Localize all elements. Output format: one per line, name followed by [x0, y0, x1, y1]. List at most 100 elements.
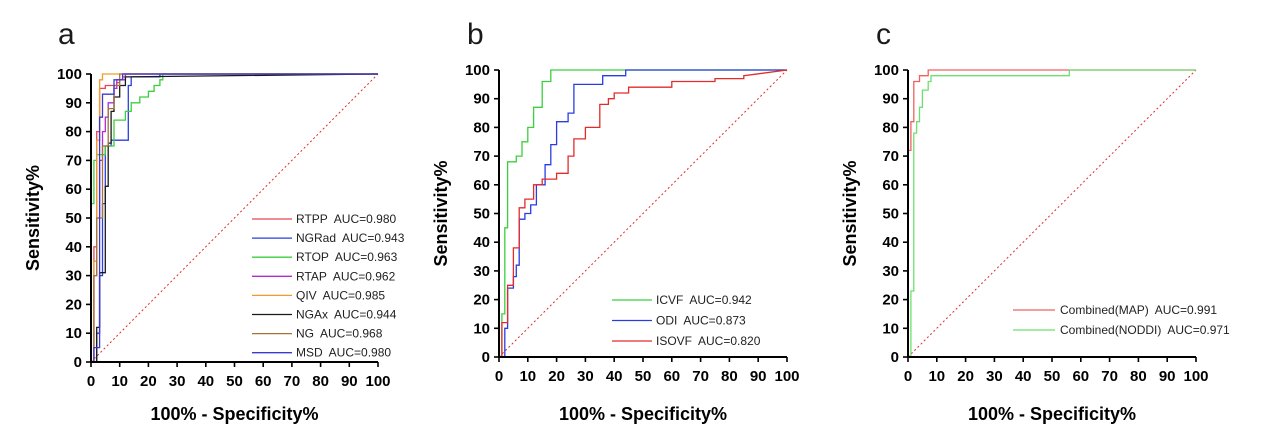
y-tick-label: 30 — [882, 263, 899, 280]
reference-diagonal-line — [907, 69, 1197, 358]
legend: ICVF AUC=0.942 ODI AUC=0.873 ISOVF AUC=0.820 — [612, 293, 761, 348]
legend-series-name: ODI — [656, 314, 677, 328]
y-tick-label: 40 — [882, 234, 899, 251]
x-tick-label: 20 — [140, 373, 157, 390]
x-tick-label: 60 — [663, 368, 680, 385]
y-tick-label: 70 — [882, 148, 899, 165]
roc-curve-msd — [91, 73, 378, 363]
roc-curve-odi — [499, 69, 787, 358]
x-tick-label: 40 — [1015, 368, 1032, 385]
legend-series-name: NGRad — [296, 231, 336, 245]
y-tick-label: 60 — [473, 177, 490, 194]
x-tick-label: 70 — [692, 368, 709, 385]
y-tick-label: 90 — [65, 95, 82, 112]
y-tick-label: 30 — [473, 263, 490, 280]
x-tick-label: 80 — [721, 368, 738, 385]
y-tick-label: 50 — [65, 210, 82, 227]
y-tick-label: 10 — [65, 325, 82, 342]
y-tick-label: 10 — [473, 320, 490, 337]
x-tick-label: 30 — [577, 368, 594, 385]
x-tick-label: 90 — [750, 368, 767, 385]
legend: RTPP AUC=0.980 NGRad AUC=0.943 RTOP AUC=0.963… — [252, 212, 405, 360]
x-tick-label: 50 — [1044, 368, 1061, 385]
x-tick-label: 100 — [774, 368, 799, 385]
x-tick-label: 40 — [606, 368, 623, 385]
legend-series-name: QIV — [296, 288, 317, 302]
legend-auc-value: AUC=0.980 — [334, 212, 397, 226]
reference-diagonal-line — [90, 73, 379, 363]
y-tick-label: 70 — [65, 152, 82, 169]
x-tick-label: 30 — [986, 368, 1003, 385]
roc-panel-b: b 0 10 20 30 40 50 60 70 80 90 100 0 10 20 30 40 50 60 70 80… — [431, 18, 800, 424]
legend-series-name: Combined(NODDI) — [1060, 323, 1161, 337]
legend-series-name: NGAx — [296, 308, 328, 322]
y-tick-label: 10 — [882, 320, 899, 337]
y-tick-label: 20 — [882, 292, 899, 309]
x-tick-label: 0 — [87, 373, 95, 390]
legend-series-name: Combined(MAP) — [1060, 303, 1149, 317]
legend-auc-value: AUC=0.944 — [334, 308, 397, 322]
legend-series-name: ICVF — [656, 293, 683, 307]
roc-curve-ng — [91, 73, 378, 363]
x-axis-title: 100% - Specificity% — [559, 404, 727, 424]
x-tick-label: 100 — [365, 373, 390, 390]
y-tick-label: 60 — [882, 177, 899, 194]
roc-curve-isovf — [499, 69, 788, 358]
legend-auc-value: AUC=0.820 — [698, 334, 761, 348]
x-tick-label: 100 — [1183, 368, 1208, 385]
y-tick-label: 20 — [473, 292, 490, 309]
legend-auc-value: AUC=0.991 — [1155, 303, 1218, 317]
x-tick-label: 60 — [1072, 368, 1089, 385]
x-tick-label: 70 — [284, 373, 301, 390]
roc-curve-combined-noddi- — [908, 69, 1196, 358]
y-tick-label: 100 — [465, 62, 490, 79]
x-tick-label: 10 — [928, 368, 945, 385]
y-tick-label: 80 — [882, 119, 899, 136]
legend-auc-value: AUC=0.942 — [689, 293, 752, 307]
legend-series-name: RTAP — [296, 269, 327, 283]
x-tick-label: 0 — [495, 368, 503, 385]
legend-series-name: ISOVF — [656, 334, 692, 348]
y-tick-label: 50 — [473, 206, 490, 223]
x-tick-label: 90 — [1159, 368, 1176, 385]
x-tick-label: 50 — [226, 373, 243, 390]
panel-letter: a — [58, 18, 75, 51]
legend-series-name: RTOP — [296, 250, 329, 264]
roc-panel-c: c 0 10 20 30 40 50 60 70 80 90 100 0 10 20 30 40 50 60 70 80… — [840, 18, 1230, 424]
y-tick-label: 60 — [65, 181, 82, 198]
legend-series-name: MSD — [296, 346, 323, 360]
y-axis-title: Sensitivity% — [840, 160, 860, 266]
y-tick-label: 0 — [891, 349, 899, 366]
legend-auc-value: AUC=0.963 — [335, 250, 398, 264]
y-axis-title: Sensitivity% — [23, 165, 43, 271]
roc-curve-icvf — [499, 69, 787, 358]
y-tick-label: 80 — [473, 119, 490, 136]
y-tick-label: 90 — [473, 91, 490, 108]
legend-auc-value: AUC=0.971 — [1167, 323, 1230, 337]
x-tick-label: 60 — [255, 373, 272, 390]
y-tick-label: 0 — [482, 349, 490, 366]
roc-panel-a: a 0 10 20 30 40 50 60 70 80 90 100 0 10 20 30 40 50 60 70 80… — [23, 18, 405, 424]
x-tick-label: 30 — [169, 373, 186, 390]
panel-letter: b — [467, 18, 484, 51]
legend-series-name: NG — [296, 327, 314, 341]
x-tick-label: 70 — [1101, 368, 1118, 385]
x-tick-label: 10 — [111, 373, 128, 390]
y-tick-label: 70 — [473, 148, 490, 165]
y-tick-label: 40 — [65, 239, 82, 256]
legend-series-name: RTPP — [296, 212, 328, 226]
legend-auc-value: AUC=0.985 — [323, 288, 386, 302]
legend-auc-value: AUC=0.873 — [683, 314, 746, 328]
y-tick-label: 40 — [473, 234, 490, 251]
y-tick-label: 100 — [874, 62, 899, 79]
x-tick-label: 40 — [197, 373, 214, 390]
y-tick-label: 80 — [65, 124, 82, 141]
legend-auc-value: AUC=0.962 — [333, 269, 396, 283]
y-tick-label: 30 — [65, 268, 82, 285]
reference-diagonal-line — [498, 69, 788, 358]
x-tick-label: 0 — [904, 368, 912, 385]
legend-auc-value: AUC=0.980 — [329, 346, 392, 360]
y-axis-title: Sensitivity% — [431, 160, 451, 266]
x-tick-label: 80 — [312, 373, 329, 390]
x-tick-label: 50 — [635, 368, 652, 385]
